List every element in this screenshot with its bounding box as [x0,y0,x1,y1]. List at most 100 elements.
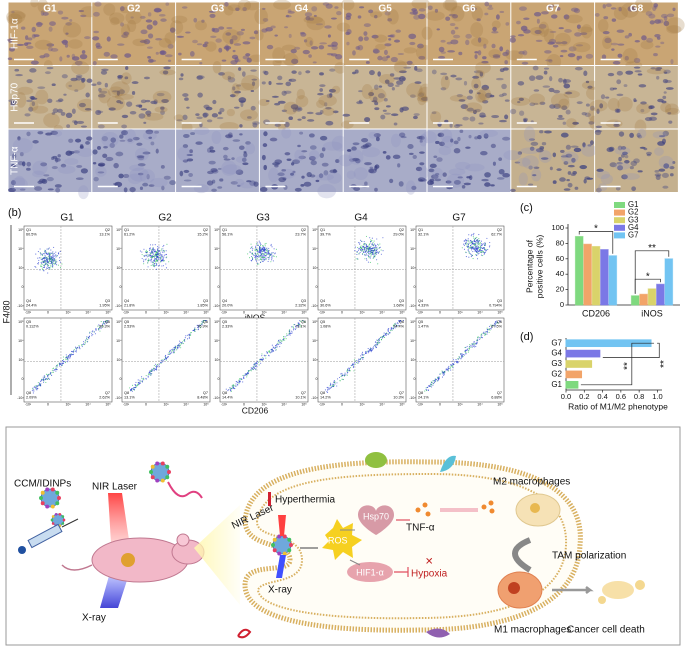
event-dot [156,260,159,262]
event-dot [469,247,471,249]
event-dot [473,342,475,344]
event-dot [286,335,288,337]
event-dot [252,248,254,250]
x-tick-label: 0.0 [561,392,571,401]
stain-patch [132,38,148,47]
event-dot [157,251,159,254]
event-dot [355,361,357,364]
cell-nucleus [437,132,445,138]
cell-nucleus [272,162,280,166]
event-dot [256,260,258,262]
quadrant-value: 2.53% [124,325,135,329]
cell-nucleus [562,121,567,125]
event-dot [139,379,141,381]
event-dot [169,353,171,355]
event-dot [49,268,51,270]
event-dot [58,260,61,262]
cell-nucleus [502,136,511,141]
cell-nucleus [473,70,482,74]
cell-nucleus [8,187,16,193]
cell-nucleus [668,120,673,124]
stain-patch [518,172,528,186]
event-dot [169,351,171,353]
event-dot [494,321,497,323]
event-dot [395,322,397,324]
event-dot [137,379,139,381]
cell-nucleus [164,54,173,58]
legend-label: G4 [628,223,639,232]
event-dot [133,387,136,389]
event-dot [163,249,165,252]
event-dot [259,243,261,245]
event-dot [158,246,160,248]
stain-patch [53,130,63,137]
cell-nucleus [517,101,521,104]
event-dot [375,346,378,348]
stain-patch [621,2,639,18]
cell-nucleus [332,110,339,114]
event-dot [150,252,152,255]
event-dot [269,252,271,254]
cell-nucleus [595,129,603,133]
stain-patch [581,144,597,157]
cell-nucleus [510,35,516,38]
event-dot [375,245,377,247]
event-dot [268,257,270,259]
event-dot [173,352,175,354]
y-tick-label: 100 [551,223,564,232]
cell-nucleus [160,110,165,115]
y-tick-label: 10³ [214,266,220,270]
stain-patch [517,157,531,167]
cell-nucleus [195,141,203,145]
cell-nucleus [78,102,86,108]
y-tick-label: 40 [556,269,564,278]
y-tick-label: 10³ [312,358,318,362]
event-dot [271,252,273,254]
stain-patch [239,109,258,121]
stain-patch [308,150,320,160]
event-dot [373,344,375,346]
event-dot [144,259,146,261]
event-dot [169,352,172,354]
cell-nucleus [297,118,302,121]
event-dot [342,378,344,380]
cell-nucleus [529,102,536,107]
event-dot [443,372,445,374]
stain-patch [10,177,28,192]
cell-nucleus [620,153,625,158]
event-dot [69,353,71,355]
event-dot [244,373,246,375]
event-dot [36,388,38,390]
nanoparticle-spike [282,551,287,556]
cell-nucleus [618,131,625,137]
event-dot [154,368,156,370]
event-dot [483,247,485,249]
cell-nucleus [535,75,544,81]
cell-nucleus [119,134,124,139]
event-dot [470,240,472,242]
cell-nucleus [457,136,461,142]
cell-nucleus [582,142,586,148]
event-dot [354,363,356,365]
stain-patch [637,128,647,139]
cell-nucleus [456,94,463,98]
event-dot [239,378,241,380]
cell-nucleus [246,180,252,183]
event-dot [165,358,168,360]
event-dot [268,355,270,357]
event-dot [41,265,43,268]
event-dot [358,360,360,363]
cell-nucleus [86,136,93,141]
event-dot [373,245,375,247]
cell-nucleus [617,53,623,58]
event-dot [152,265,155,267]
cell-nucleus [572,121,578,126]
event-dot [151,373,153,375]
cell-nucleus [303,39,308,43]
cell-nucleus [219,107,225,113]
x-tick-label: 10³ [65,402,71,406]
cell-nucleus [371,34,379,39]
cell-nucleus [26,79,33,84]
cell-nucleus [270,25,276,29]
